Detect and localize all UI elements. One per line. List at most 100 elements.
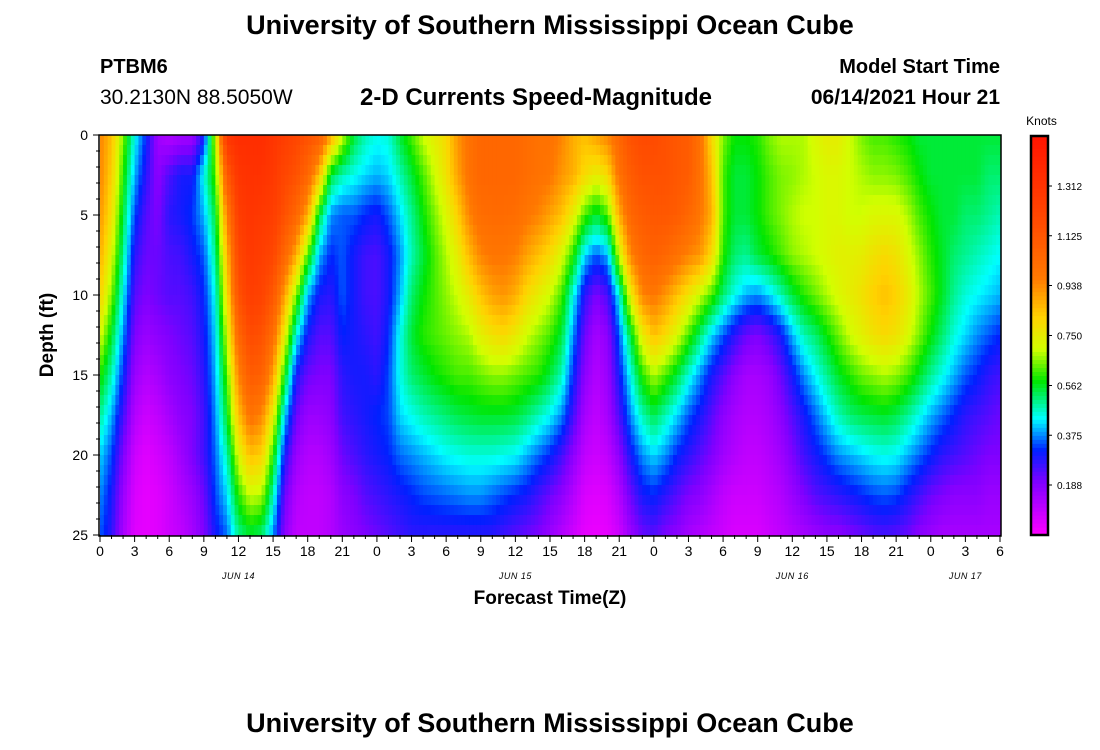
heatmap-cell: [442, 495, 447, 506]
heatmap-cell: [119, 365, 124, 376]
heatmap-cell: [169, 465, 174, 476]
heatmap-cell: [311, 435, 316, 446]
heatmap-cell: [515, 215, 520, 226]
heatmap-cell: [157, 285, 163, 296]
heatmap-cell: [126, 385, 132, 396]
heatmap-cell: [392, 325, 397, 336]
heatmap-cell: [296, 345, 301, 356]
heatmap-cell: [230, 275, 236, 286]
heatmap-cell: [319, 325, 324, 336]
heatmap-cell: [146, 145, 151, 156]
heatmap-cell: [253, 225, 259, 236]
heatmap-cell: [415, 295, 420, 306]
heatmap-cell: [461, 455, 466, 466]
heatmap-cell: [511, 355, 516, 366]
heatmap-cell: [480, 415, 486, 426]
heatmap-cell: [346, 495, 351, 506]
heatmap-cell: [123, 475, 128, 486]
heatmap-cell: [307, 225, 313, 236]
heatmap-cell: [546, 255, 551, 266]
heatmap-cell: [107, 515, 113, 526]
heatmap-cell: [180, 355, 186, 366]
heatmap-cell: [423, 185, 428, 196]
heatmap-cell: [123, 235, 128, 246]
heatmap-cell: [576, 155, 582, 166]
heatmap-cell: [396, 425, 401, 436]
heatmap-cell: [530, 525, 536, 536]
heatmap-cell: [530, 425, 536, 436]
heatmap-cell: [434, 335, 440, 346]
heatmap-cell: [553, 495, 559, 506]
heatmap-cell: [176, 495, 182, 506]
heatmap-cell: [150, 415, 155, 426]
heatmap-cell: [192, 425, 197, 436]
heatmap-cell: [280, 415, 286, 426]
heatmap-cell: [238, 235, 243, 246]
heatmap-cell: [250, 325, 255, 336]
heatmap-cell: [492, 525, 497, 536]
heatmap-cell: [373, 465, 378, 476]
heatmap-cell: [223, 525, 228, 536]
heatmap-cell: [396, 275, 401, 286]
heatmap-cell: [219, 175, 224, 186]
heatmap-cell: [111, 505, 116, 516]
heatmap-cell: [519, 405, 524, 416]
heatmap-cell: [553, 435, 559, 446]
heatmap-cell: [150, 405, 155, 416]
heatmap-cell: [338, 225, 343, 236]
heatmap-cell: [192, 225, 197, 236]
heatmap-cell: [203, 485, 209, 496]
heatmap-cell: [576, 255, 582, 266]
heatmap-cell: [446, 135, 451, 146]
heatmap-cell: [523, 355, 528, 366]
heatmap-cell: [238, 385, 243, 396]
heatmap-cell: [111, 175, 116, 186]
heatmap-cell: [480, 155, 486, 166]
heatmap-cell: [553, 265, 559, 276]
heatmap-cell: [546, 405, 551, 416]
heatmap-cell: [546, 515, 551, 526]
heatmap-cell: [111, 135, 116, 146]
heatmap-cell: [415, 395, 420, 406]
heatmap-cell: [138, 225, 143, 236]
heatmap-cell: [184, 315, 190, 326]
heatmap-cell: [426, 305, 432, 316]
heatmap-cell: [150, 315, 155, 326]
heatmap-cell: [426, 175, 432, 186]
heatmap-cell: [384, 475, 390, 486]
heatmap-cell: [188, 255, 193, 266]
heatmap-cell: [353, 245, 359, 256]
heatmap-cell: [334, 505, 340, 516]
heatmap-cell: [188, 205, 193, 216]
heatmap-cell: [338, 285, 343, 296]
heatmap-cell: [415, 425, 420, 436]
heatmap-cell: [365, 445, 370, 456]
heatmap-cell: [376, 345, 382, 356]
heatmap-cell: [465, 205, 470, 216]
heatmap-cell: [576, 175, 582, 186]
heatmap-cell: [384, 425, 390, 436]
heatmap-cell: [161, 185, 166, 196]
heatmap-cell: [442, 245, 447, 256]
heatmap-cell: [288, 375, 293, 386]
heatmap-cell: [326, 185, 332, 196]
heatmap-cell: [473, 205, 478, 216]
heatmap-cell: [280, 145, 286, 156]
heatmap-cell: [315, 255, 320, 266]
heatmap-cell: [169, 395, 174, 406]
heatmap-cell: [280, 375, 286, 386]
heatmap-cell: [103, 475, 109, 486]
heatmap-cell: [503, 345, 509, 356]
heatmap-cell: [142, 445, 147, 456]
heatmap-cell: [515, 495, 520, 506]
heatmap-cell: [530, 395, 536, 406]
heatmap-cell: [542, 365, 547, 376]
heatmap-cell: [126, 495, 132, 506]
heatmap-cell: [323, 305, 328, 316]
heatmap-cell: [238, 155, 243, 166]
heatmap-cell: [176, 295, 182, 306]
heatmap-cell: [550, 205, 555, 216]
heatmap-cell: [165, 365, 170, 376]
heatmap-cell: [150, 135, 155, 146]
heatmap-cell: [373, 175, 378, 186]
